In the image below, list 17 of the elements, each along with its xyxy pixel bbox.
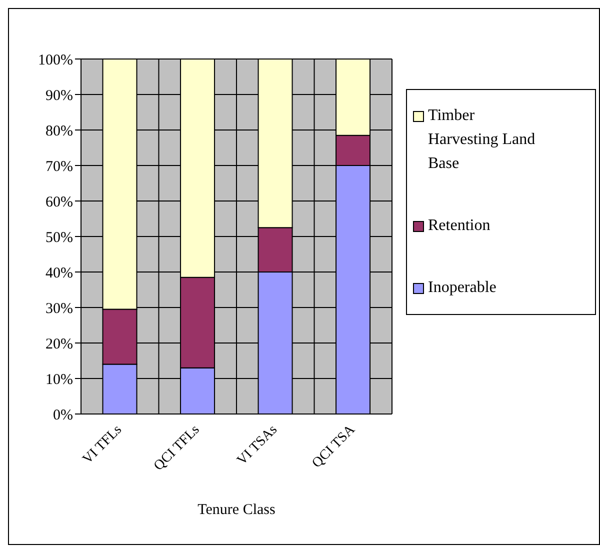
y-tick-label: 30% [46,300,73,317]
x-axis-title: Tenure Class [198,502,276,518]
y-tick-label: 0% [53,407,73,424]
legend-label: Retention [428,216,492,236]
y-tick-label: 40% [46,265,73,282]
x-tick-label: QCI TFLs [151,422,203,474]
y-tick-label: 90% [46,88,73,104]
y-tick-label: 50% [46,230,73,246]
legend-label: Timber Harvesting Land Base [428,106,536,174]
y-tick-label: 70% [46,158,73,175]
y-tick-label: 80% [46,123,73,140]
x-tick-label: QCI TSA [310,422,359,472]
y-tick-label: 20% [46,336,73,352]
y-tick-label: 60% [46,194,73,210]
y-tick-label: 100% [38,52,73,68]
y-tick-label: 10% [46,372,73,388]
legend-label: Inoperable [428,278,498,298]
